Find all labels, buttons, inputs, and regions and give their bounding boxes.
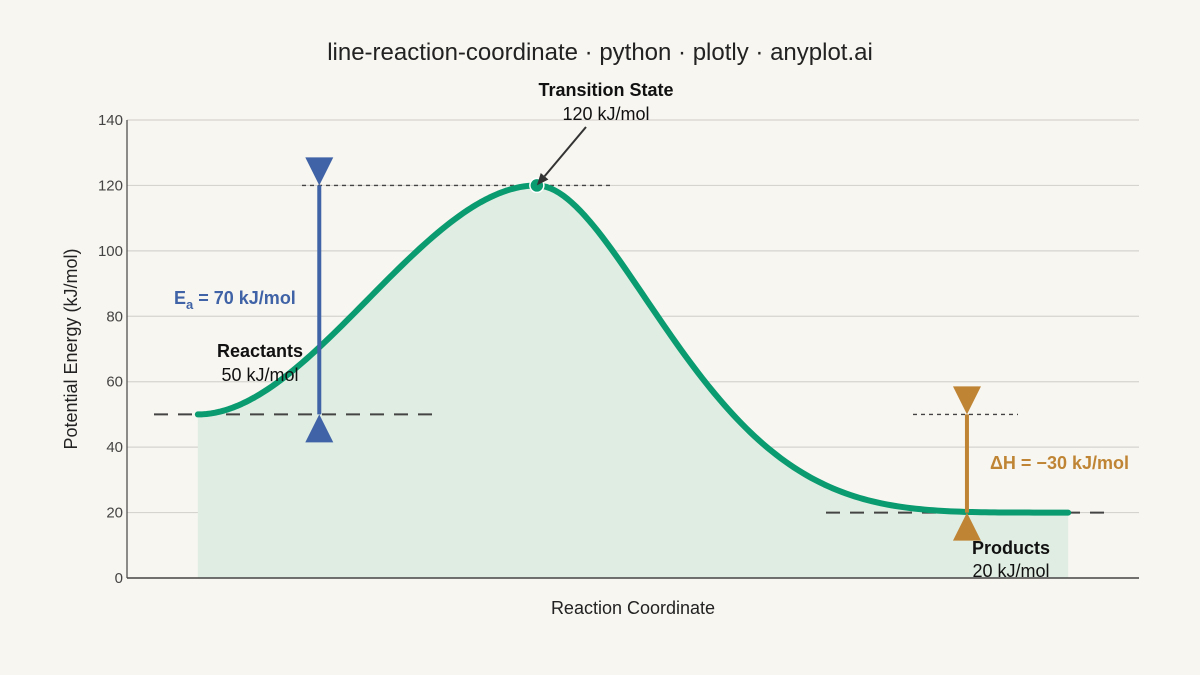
transition-state-pointer [543, 126, 587, 177]
enthalpy-change-arrow-head-top [952, 386, 981, 415]
enthalpy-change-label: ΔH = −30 kJ/mol [990, 453, 1129, 473]
reactants-label: Reactants [217, 341, 303, 361]
y-tick-label-20: 20 [106, 505, 123, 522]
transition-state-energy: 120 kJ/mol [562, 104, 649, 124]
transition-state-annotation: Transition State 120 kJ/mol [538, 80, 673, 124]
y-tick-label-140: 140 [98, 112, 123, 129]
curve-area-fill [197, 185, 1069, 578]
enthalpy-change-arrow-head-bottom [952, 512, 981, 541]
fill-layer [197, 185, 1069, 578]
activation-energy-arrow-head-top [305, 157, 334, 186]
y-tick-label-120: 120 [98, 177, 123, 194]
reference-lines [154, 184, 1110, 514]
products-label: Products [972, 538, 1050, 558]
energy-curve [194, 182, 1072, 516]
axis-layer: 0 20 40 60 80 100 120 140 [98, 112, 1139, 587]
energy-arrows [305, 126, 981, 541]
activation-energy-subscript: a [186, 297, 194, 312]
y-tick-label-100: 100 [98, 243, 123, 260]
y-tick-label-80: 80 [106, 308, 123, 325]
products-energy: 20 kJ/mol [972, 561, 1049, 581]
y-axis-label: Potential Energy (kJ/mol) [61, 248, 81, 449]
transition-state-label: Transition State [538, 80, 673, 100]
transition-state-pointer-head [536, 173, 549, 186]
activation-energy-symbol: E [174, 288, 186, 308]
reactants-energy: 50 kJ/mol [221, 365, 298, 385]
chart-title: line-reaction-coordinate · python · plot… [327, 39, 873, 66]
y-tick-label-40: 40 [106, 439, 123, 456]
products-annotation: Products 20 kJ/mol [972, 538, 1050, 581]
activation-energy-arrow-head-bottom [305, 414, 334, 443]
activation-energy-label: Ea = 70 kJ/mol [174, 288, 296, 312]
y-tick-label-60: 60 [106, 374, 123, 391]
x-axis-label: Reaction Coordinate [551, 598, 715, 618]
activation-energy-value: = 70 kJ/mol [193, 288, 296, 308]
y-tick-label-0: 0 [115, 570, 123, 587]
reactants-annotation: Reactants 50 kJ/mol [217, 341, 303, 385]
